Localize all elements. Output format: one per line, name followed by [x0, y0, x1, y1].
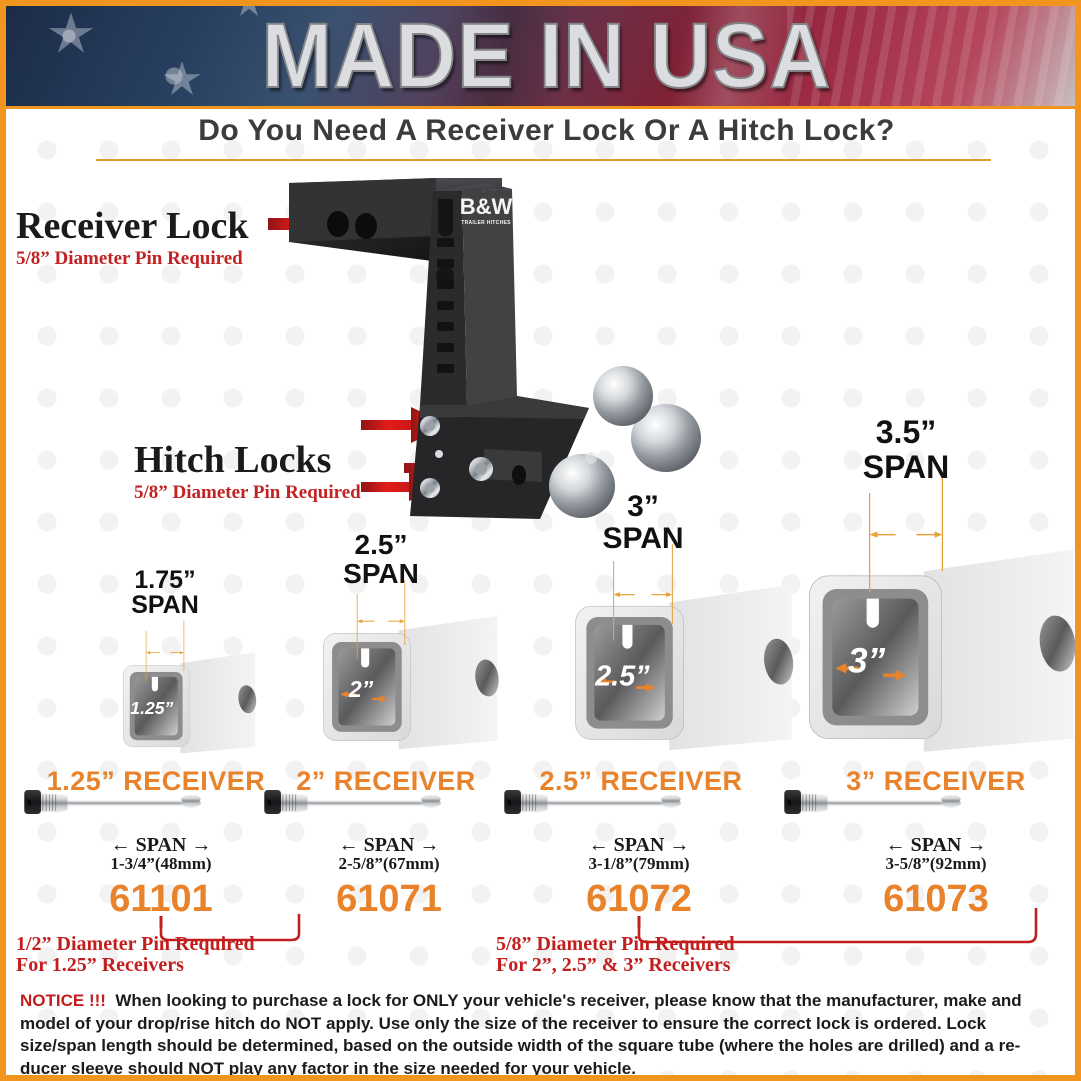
svg-text:3”: 3”: [848, 642, 886, 681]
svg-text:61073: 61073: [883, 878, 989, 920]
svg-text:61101: 61101: [109, 878, 213, 920]
svg-text:← SPAN →: ← SPAN →: [339, 834, 440, 856]
svg-text:SPAN: SPAN: [602, 522, 683, 555]
svg-text:For 2”, 2.5” & 3” Receivers: For 2”, 2.5” & 3” Receivers: [496, 954, 731, 976]
svg-text:2.5”: 2.5”: [594, 660, 650, 692]
svg-text:1/2” Diameter Pin Required: 1/2” Diameter Pin Required: [16, 933, 255, 955]
svg-text:3-5/8”(92mm): 3-5/8”(92mm): [885, 854, 986, 873]
svg-text:61072: 61072: [586, 878, 692, 920]
svg-text:← SPAN →: ← SPAN →: [886, 834, 987, 856]
svg-text:SPAN: SPAN: [343, 558, 419, 589]
svg-text:TRAILER HITCHES: TRAILER HITCHES: [461, 220, 511, 226]
svg-text:3.5”: 3.5”: [876, 414, 936, 450]
svg-text:5/8” Diameter Pin Required: 5/8” Diameter Pin Required: [496, 933, 735, 955]
svg-text:1-3/4”(48mm): 1-3/4”(48mm): [110, 854, 211, 873]
svg-text:61071: 61071: [336, 878, 442, 920]
svg-text:3-1/8”(79mm): 3-1/8”(79mm): [588, 854, 689, 873]
svg-text:← SPAN →: ← SPAN →: [589, 834, 690, 856]
svg-text:2-5/8”(67mm): 2-5/8”(67mm): [338, 854, 439, 873]
svg-text:← SPAN →: ← SPAN →: [111, 834, 212, 856]
svg-text:2.5”: 2.5”: [355, 529, 408, 560]
svg-text:B&W: B&W: [460, 194, 513, 219]
svg-text:1.25”: 1.25”: [130, 698, 173, 718]
svg-text:SPAN: SPAN: [863, 449, 950, 485]
svg-text:2”: 2”: [348, 676, 374, 702]
svg-text:3”: 3”: [627, 490, 659, 523]
svg-text:SPAN: SPAN: [131, 591, 199, 619]
svg-text:For 1.25” Receivers: For 1.25” Receivers: [16, 954, 184, 976]
svg-text:1.75”: 1.75”: [134, 566, 195, 594]
